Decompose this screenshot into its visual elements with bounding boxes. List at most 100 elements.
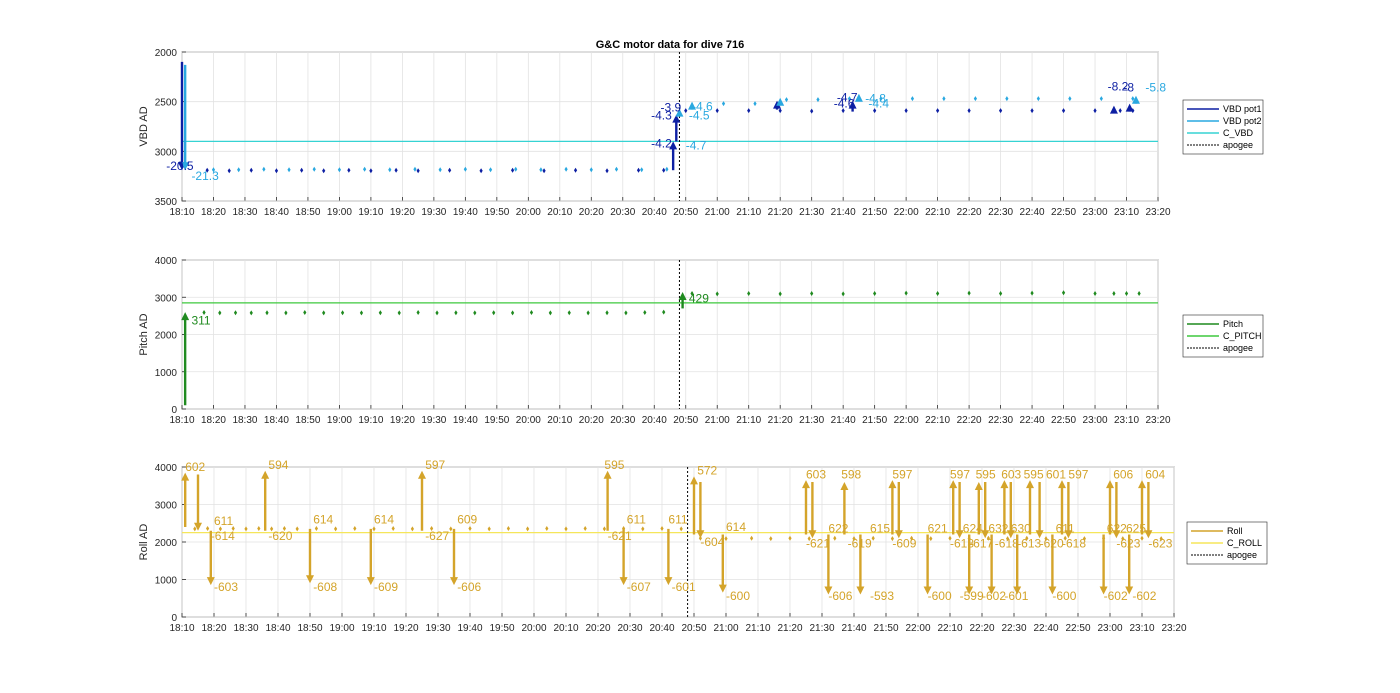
data-point (218, 310, 222, 316)
x-tick-label: 21:30 (799, 415, 824, 426)
value-label: -621 (608, 529, 632, 543)
data-point (454, 310, 458, 316)
data-point (614, 166, 619, 172)
value-label: 603 (1001, 467, 1021, 481)
data-point (904, 290, 908, 296)
x-tick-label: 19:50 (484, 415, 509, 426)
value-label: 615 (870, 522, 890, 536)
value-label: -8.2 (1108, 80, 1129, 94)
data-point (769, 536, 773, 542)
value-label: 572 (697, 464, 717, 478)
data-point (334, 526, 338, 532)
data-point (1093, 291, 1097, 297)
data-point (715, 291, 719, 297)
data-point (539, 167, 543, 173)
data-point (391, 526, 395, 531)
arrow-head (981, 530, 990, 539)
value-label: 603 (806, 467, 826, 481)
y-tick-label: 2000 (155, 538, 178, 549)
value-label: 611 (668, 512, 687, 526)
arrow-head (1000, 480, 1009, 489)
arrow-head (306, 575, 314, 584)
data-point (510, 167, 515, 173)
data-point (1131, 96, 1135, 102)
data-point (873, 108, 877, 114)
y-tick-label: 1000 (155, 576, 178, 587)
data-point (573, 167, 578, 173)
data-point (322, 310, 326, 316)
data-point (1121, 536, 1125, 542)
legend-entry: Pitch (1223, 319, 1243, 329)
value-label: -21.3 (191, 169, 219, 183)
arrow-head (848, 100, 857, 109)
value-label: 601 (1046, 467, 1066, 481)
x-tick-label: 22:50 (1051, 415, 1076, 426)
data-point (542, 168, 546, 174)
arrow-head (888, 480, 897, 489)
value-label: -609 (892, 537, 916, 551)
value-label: -8 (1123, 81, 1134, 95)
value-label: 632 (988, 522, 1008, 536)
data-point (1093, 108, 1097, 114)
arrow-head (664, 577, 673, 586)
arrow-head (854, 93, 863, 102)
data-point (967, 108, 971, 114)
x-tick-label: 21:50 (862, 415, 887, 426)
x-tick-label: 23:20 (1145, 207, 1170, 218)
value-label: -604 (700, 535, 724, 549)
data-point (1159, 536, 1163, 542)
x-tick-label: 18:30 (232, 207, 257, 218)
value-label: -627 (425, 529, 449, 543)
value-label: -623 (1148, 537, 1172, 551)
data-point (218, 526, 222, 532)
value-label: -606 (457, 580, 481, 594)
x-tick-label: 23:10 (1114, 207, 1139, 218)
data-point (193, 526, 197, 532)
arrow-head (675, 108, 684, 117)
value-label: -599 (960, 589, 984, 603)
data-point (847, 96, 852, 102)
data-point (679, 526, 683, 532)
data-point (430, 526, 434, 531)
value-label: -607 (627, 580, 651, 594)
value-label: -618 (1062, 537, 1086, 551)
data-point (910, 96, 915, 102)
arrow-head (181, 312, 190, 321)
data-point (202, 310, 206, 316)
y-tick-label: 4000 (155, 256, 178, 267)
arrow-head (1048, 586, 1057, 595)
x-tick-label: 18:20 (201, 623, 226, 634)
data-point (871, 535, 875, 541)
data-point (1068, 96, 1072, 102)
data-point (841, 291, 845, 297)
data-point (1061, 290, 1066, 296)
x-tick-label: 19:40 (457, 623, 482, 634)
legend-entry: C_ROLL (1227, 538, 1262, 548)
arrow-head (1138, 480, 1146, 489)
data-point (1061, 108, 1066, 114)
x-tick-label: 20:10 (547, 207, 572, 218)
arrow-head (678, 292, 687, 301)
value-label: -620 (268, 529, 292, 543)
data-point (636, 167, 641, 173)
data-point (394, 167, 398, 173)
data-point (322, 168, 326, 174)
x-tick-label: 22:10 (925, 207, 950, 218)
x-tick-label: 20:10 (547, 415, 572, 426)
subplot-2: 18:10 18:20 18:30 18:40 18:50 19:00 19:10 19:20… (138, 256, 1264, 426)
data-point (249, 167, 253, 173)
data-point (586, 310, 590, 316)
x-tick-label: 21:10 (745, 623, 770, 634)
arrow-head (366, 577, 375, 586)
arrow-head (1125, 103, 1134, 112)
data-point (270, 526, 274, 532)
x-tick-label: 19:40 (453, 415, 478, 426)
y-tick-label: 0 (171, 405, 177, 416)
value-label: 614 (313, 512, 333, 526)
data-point (545, 526, 549, 531)
value-label: 611 (1056, 522, 1075, 536)
value-label: 614 (726, 520, 746, 534)
x-tick-label: 20:00 (516, 207, 541, 218)
x-tick-label: 19:40 (453, 207, 478, 218)
